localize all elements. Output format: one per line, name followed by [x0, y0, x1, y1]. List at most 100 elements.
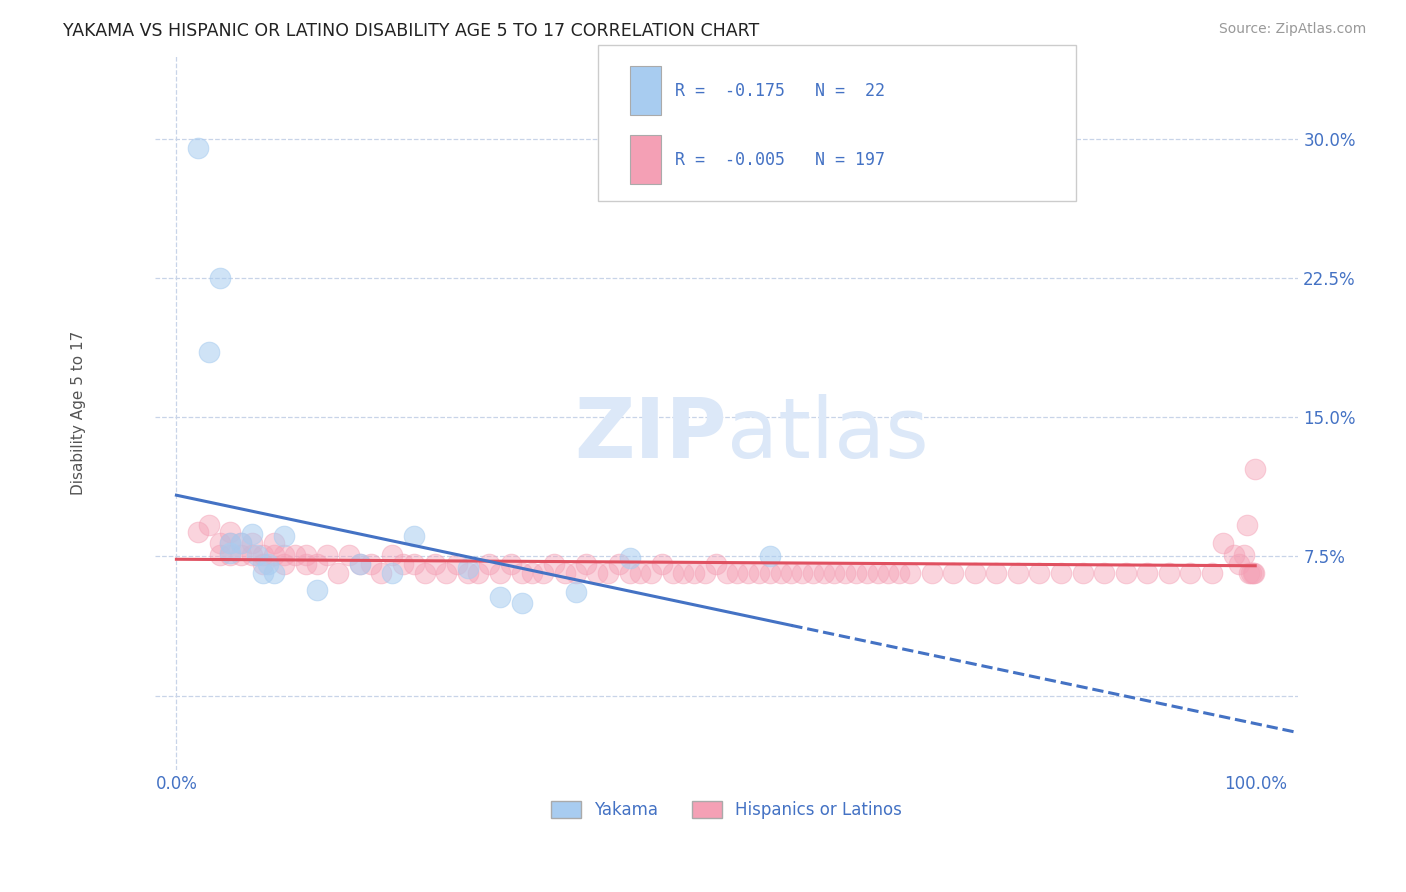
Point — [263, 548, 285, 562]
Point — [305, 582, 328, 597]
Point — [575, 557, 598, 571]
Point — [619, 551, 641, 566]
Point — [231, 548, 253, 562]
Point — [328, 566, 350, 581]
Point — [263, 536, 285, 550]
Point — [693, 566, 716, 581]
Point — [478, 557, 501, 571]
Point — [877, 566, 900, 581]
Point — [661, 566, 683, 581]
Point — [564, 566, 586, 581]
Point — [197, 345, 219, 359]
Text: R =  -0.005   N = 197: R = -0.005 N = 197 — [675, 151, 884, 169]
Point — [349, 557, 371, 571]
Point — [543, 557, 565, 571]
Point — [856, 566, 879, 581]
Point — [683, 566, 706, 581]
Point — [531, 566, 554, 581]
Point — [370, 566, 392, 581]
Point — [1236, 517, 1258, 532]
Point — [231, 536, 253, 550]
Point — [252, 548, 274, 562]
Point — [510, 566, 533, 581]
Point — [219, 536, 242, 550]
Point — [457, 566, 479, 581]
Point — [273, 529, 295, 543]
Point — [1115, 566, 1137, 581]
Point — [716, 566, 738, 581]
Point — [801, 566, 824, 581]
Point — [845, 566, 868, 581]
Point — [467, 566, 489, 581]
Point — [586, 566, 609, 581]
Point — [607, 557, 630, 571]
Point — [208, 271, 231, 285]
Point — [252, 557, 274, 571]
Point — [780, 566, 803, 581]
Point — [295, 548, 318, 562]
Point — [457, 560, 479, 574]
Point — [240, 536, 263, 550]
Point — [208, 548, 231, 562]
Point — [834, 566, 856, 581]
Point — [197, 517, 219, 532]
Point — [305, 557, 328, 571]
Point — [554, 566, 576, 581]
Point — [413, 566, 436, 581]
Point — [824, 566, 846, 581]
Point — [295, 557, 318, 571]
Point — [1237, 566, 1260, 581]
Point — [381, 548, 404, 562]
Point — [628, 566, 651, 581]
Point — [737, 566, 759, 581]
Point — [1157, 566, 1180, 581]
Point — [1007, 566, 1029, 581]
Point — [866, 566, 889, 581]
Point — [813, 566, 835, 581]
Y-axis label: Disability Age 5 to 17: Disability Age 5 to 17 — [72, 330, 86, 495]
Point — [1243, 566, 1265, 581]
Point — [187, 525, 209, 540]
Point — [651, 557, 673, 571]
Point — [704, 557, 727, 571]
Point — [790, 566, 813, 581]
Point — [1201, 566, 1223, 581]
Point — [758, 566, 780, 581]
Point — [337, 548, 360, 562]
Point — [748, 566, 770, 581]
Point — [1240, 566, 1263, 581]
Point — [273, 557, 295, 571]
Point — [725, 566, 748, 581]
Point — [1241, 566, 1264, 581]
Point — [240, 527, 263, 541]
Point — [219, 548, 242, 562]
Point — [1028, 566, 1050, 581]
Point — [1212, 536, 1234, 550]
Point — [219, 536, 242, 550]
Point — [489, 566, 512, 581]
Point — [522, 566, 544, 581]
Point — [273, 548, 295, 562]
Point — [769, 566, 792, 581]
Point — [1092, 566, 1115, 581]
Point — [889, 566, 911, 581]
Point — [316, 548, 339, 562]
Point — [402, 529, 425, 543]
Point — [619, 566, 641, 581]
Point — [758, 549, 780, 564]
Point — [1222, 548, 1244, 562]
Point — [240, 548, 263, 562]
Point — [446, 557, 468, 571]
Point — [360, 557, 382, 571]
Point — [921, 566, 943, 581]
Point — [263, 566, 285, 581]
Point — [963, 566, 986, 581]
Point — [187, 141, 209, 155]
Text: ZIP: ZIP — [574, 393, 727, 475]
Point — [510, 596, 533, 610]
Point — [219, 525, 242, 540]
Point — [1244, 462, 1267, 476]
Point — [252, 566, 274, 581]
Point — [402, 557, 425, 571]
Point — [1180, 566, 1202, 581]
